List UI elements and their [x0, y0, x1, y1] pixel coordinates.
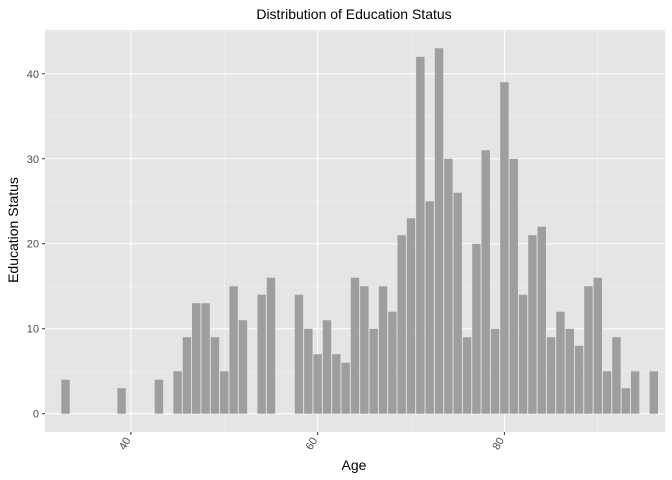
bar	[630, 371, 640, 414]
bar	[220, 371, 229, 414]
chart-title: Distribution of Education Status	[256, 6, 451, 22]
bar	[322, 320, 332, 414]
bar	[602, 371, 612, 414]
bar	[434, 48, 444, 414]
bar	[556, 311, 565, 414]
x-axis: 40 60 80	[117, 432, 507, 452]
bar	[490, 328, 500, 414]
bar	[192, 303, 201, 414]
bar	[472, 243, 481, 414]
bar	[173, 371, 182, 414]
bar	[378, 286, 388, 414]
bar	[649, 371, 658, 414]
bar	[229, 286, 238, 414]
y-axis: 0 10 20 30 40	[27, 69, 45, 421]
bar	[397, 235, 406, 414]
x-tick-label: 40	[117, 436, 134, 453]
bar	[182, 337, 192, 414]
bar	[266, 277, 276, 414]
x-axis-title: Age	[342, 457, 367, 473]
bar	[509, 158, 518, 414]
bar	[294, 294, 304, 414]
bar	[444, 158, 453, 414]
bar	[546, 337, 556, 414]
bar	[528, 235, 537, 414]
y-tick-label: 30	[27, 154, 39, 166]
bar	[537, 226, 546, 414]
y-tick-label: 10	[27, 324, 39, 336]
bar	[518, 294, 528, 414]
bar	[350, 277, 360, 414]
bar	[388, 311, 397, 414]
bar	[313, 354, 322, 414]
bar	[61, 379, 70, 414]
bar	[462, 337, 472, 414]
y-axis-title: Education Status	[5, 177, 21, 283]
bar	[238, 320, 248, 414]
bar	[304, 328, 313, 414]
bar	[154, 379, 164, 414]
y-tick-label: 20	[27, 239, 39, 251]
x-tick-label: 80	[490, 436, 507, 453]
bar	[612, 337, 621, 414]
bar	[621, 388, 630, 414]
bar	[117, 388, 126, 414]
bar	[574, 345, 584, 414]
bar	[201, 303, 210, 414]
bar	[425, 201, 434, 414]
bar	[406, 218, 416, 414]
bar	[584, 286, 593, 414]
bar	[453, 192, 462, 414]
y-tick-label: 0	[33, 409, 39, 421]
bar	[210, 337, 220, 414]
bar	[341, 362, 350, 414]
bar	[360, 286, 369, 414]
bar	[481, 150, 490, 414]
bar	[500, 82, 509, 414]
bar	[332, 354, 341, 414]
bar	[416, 56, 425, 414]
bar	[257, 294, 266, 414]
x-tick-label: 60	[304, 436, 321, 453]
bar	[369, 328, 378, 414]
bars	[61, 48, 658, 414]
y-tick-label: 40	[27, 69, 39, 81]
bar	[593, 277, 602, 414]
bar	[565, 328, 574, 414]
